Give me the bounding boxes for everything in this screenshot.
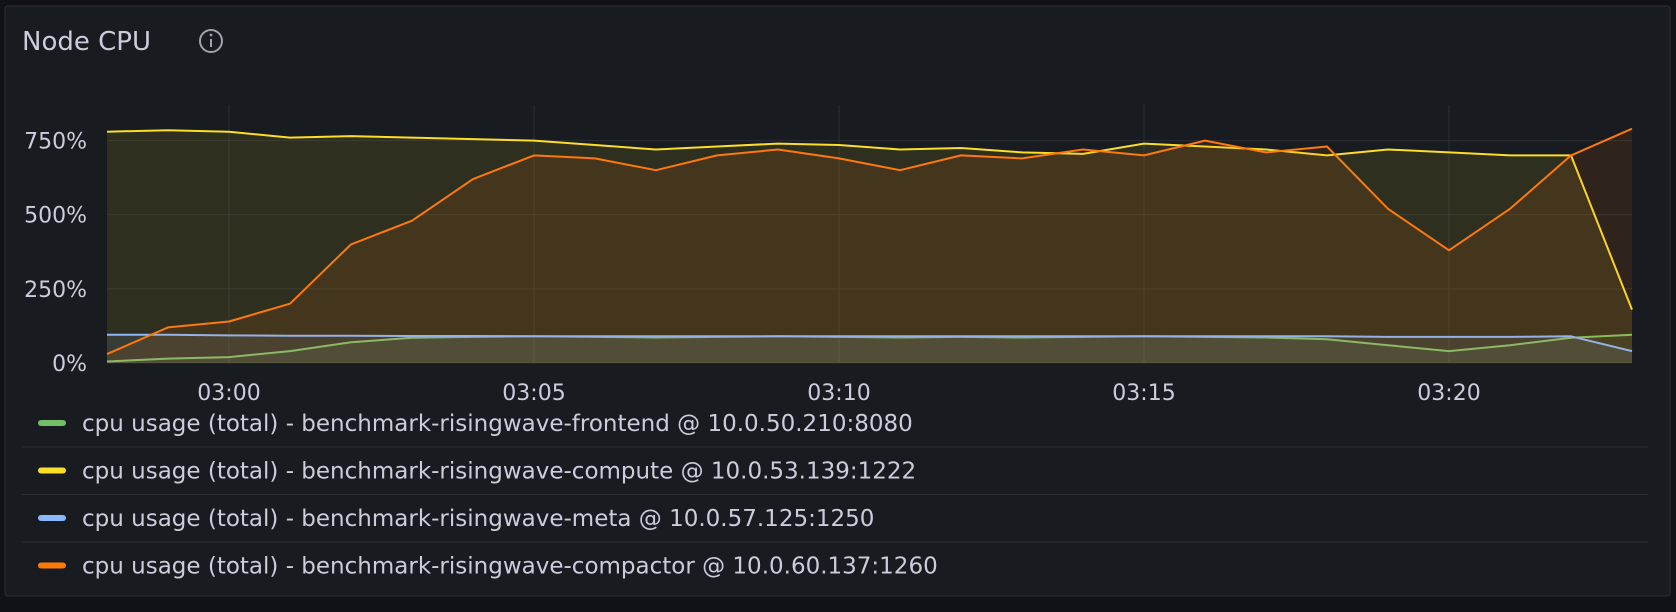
legend-swatch[interactable]: [38, 467, 66, 474]
x-tick-label: 03:00: [197, 381, 260, 406]
series-line: [106, 129, 1633, 310]
series-area: [107, 128, 1632, 363]
legend-label[interactable]: cpu usage (total) - benchmark-risingwave…: [82, 459, 916, 485]
x-tick-label: 03:15: [1112, 381, 1175, 406]
x-tick-label: 03:20: [1417, 381, 1480, 406]
y-tick-label: 250%: [24, 278, 87, 303]
x-tick-label: 03:05: [502, 381, 565, 406]
y-tick-label: 500%: [24, 204, 87, 229]
series-area: [107, 130, 1632, 363]
legend-label[interactable]: cpu usage (total) - benchmark-risingwave…: [82, 506, 874, 532]
panel-frame: [4, 5, 1671, 597]
info-dot[interactable]: [209, 33, 213, 37]
info-icon[interactable]: [199, 29, 223, 53]
info-circle[interactable]: [199, 29, 223, 53]
series-line: [107, 333, 1633, 353]
x-tick-label: 03:10: [807, 381, 870, 406]
series-line: [106, 127, 1633, 356]
y-tick-label: 750%: [24, 130, 87, 155]
legend-label[interactable]: cpu usage (total) - benchmark-risingwave…: [82, 554, 938, 580]
y-tick-label: 0%: [52, 352, 87, 377]
chart-title: Node CPU: [22, 27, 151, 57]
legend-swatch[interactable]: [38, 515, 66, 521]
series-area: [107, 334, 1632, 363]
legend-swatch[interactable]: [38, 420, 66, 426]
legend-swatch[interactable]: [38, 562, 66, 569]
series-area: [107, 334, 1632, 363]
legend-label[interactable]: cpu usage (total) - benchmark-risingwave…: [82, 411, 913, 437]
